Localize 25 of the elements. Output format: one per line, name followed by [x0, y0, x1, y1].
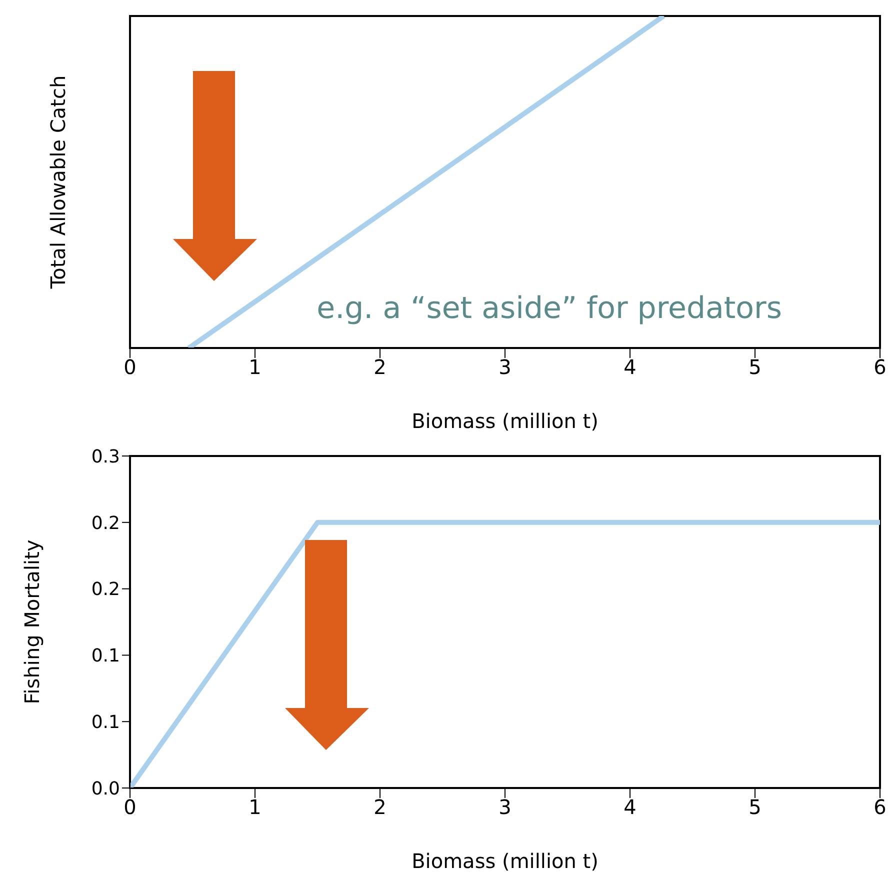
x-tick-label: 5 [748, 795, 762, 820]
y-tick-label: 0.2 [91, 512, 120, 534]
y-tick-label: 0.0 [91, 778, 120, 800]
x-tick-label: 3 [498, 795, 512, 820]
y-tick-label: 0.1 [91, 712, 120, 733]
annotation: e.g. a “set aside” for predators [316, 291, 782, 326]
x-tick-label: 6 [874, 355, 886, 380]
x-tick-label: 4 [624, 795, 636, 820]
x-tick-label: 5 [748, 355, 762, 380]
x-tick-label: 2 [374, 795, 386, 820]
x-tick-label: 2 [374, 355, 386, 380]
x-axis-title: Biomass (million t) [412, 409, 598, 433]
y-tick-label: 0.2 [91, 579, 120, 600]
y-tick-label: 0.1 [91, 646, 120, 667]
x-tick-label: 3 [498, 355, 512, 380]
x-tick-label: 1 [248, 355, 262, 380]
y-axis-title: Total Allowable Catch [46, 75, 70, 290]
x-tick-label: 6 [874, 795, 886, 820]
x-tick-label: 1 [248, 795, 262, 820]
x-tick-label: 4 [624, 355, 636, 380]
y-tick-label: 0.3 [91, 446, 120, 468]
y-axis-title: Fishing Mortality [20, 540, 44, 704]
x-tick-label: 0 [124, 795, 136, 820]
x-axis-title: Biomass (million t) [412, 849, 598, 873]
x-tick-label: 0 [124, 355, 136, 380]
